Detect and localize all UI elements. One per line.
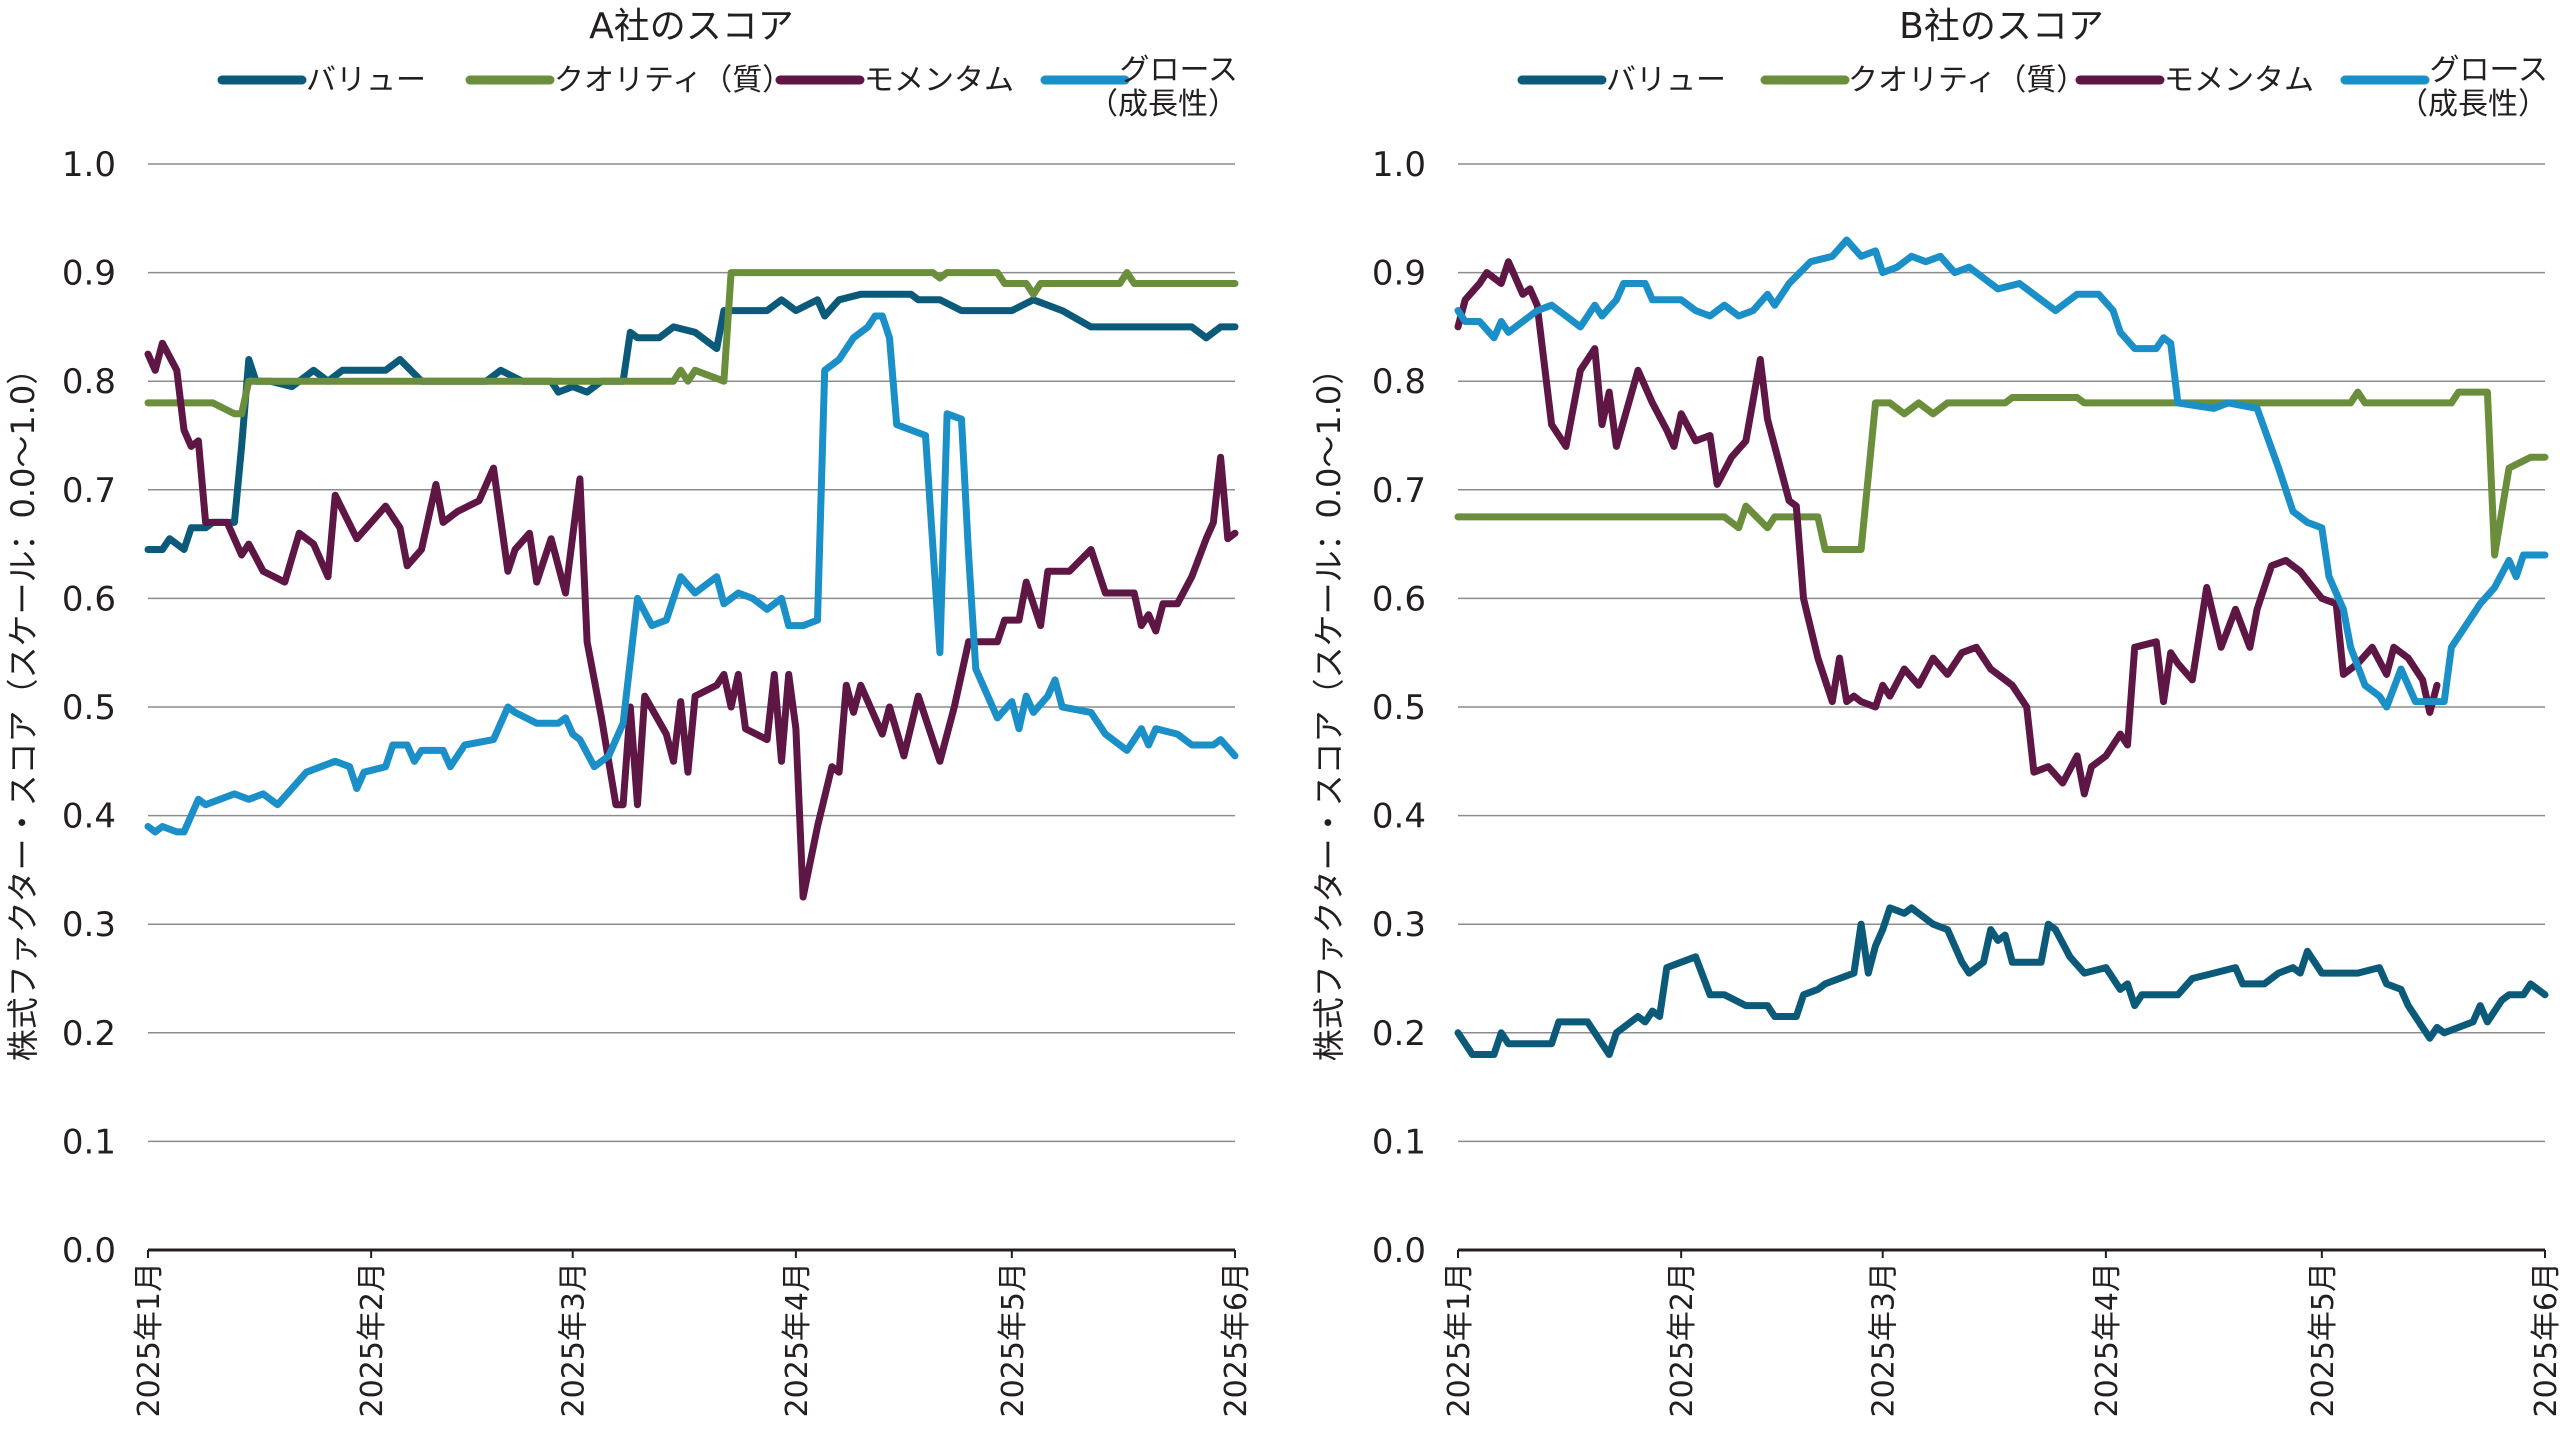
chart-title: A社のスコア — [589, 6, 794, 47]
series-line-growth — [144, 312, 1239, 836]
x-tick-label: 2025年2月 — [355, 1262, 390, 1417]
y-tick-label: 0.0 — [62, 1231, 116, 1271]
y-tick-label: 0.5 — [1372, 688, 1426, 728]
legend-item: バリュー — [1517, 63, 1726, 98]
legend-item: モメンタム — [775, 63, 1014, 98]
series-line-momentum — [144, 339, 1239, 901]
y-tick-label: 0.0 — [1372, 1231, 1426, 1271]
y-tick-label: 0.4 — [62, 797, 116, 837]
y-tick-label: 0.1 — [1372, 1122, 1426, 1162]
legend-item: バリュー — [217, 63, 426, 98]
x-tick-label: 2025年4月 — [780, 1262, 815, 1417]
legend-label: モメンタム — [864, 63, 1014, 98]
legend-label: クオリティ（質） — [554, 63, 792, 98]
x-tick-label: 2025年5月 — [996, 1262, 1031, 1417]
legend-label: グロース（成長性） — [1088, 53, 1238, 122]
chart-title: B社のスコア — [1899, 6, 2104, 47]
x-tick-label: 2025年3月 — [557, 1262, 592, 1417]
y-tick-label: 0.9 — [62, 254, 116, 294]
legend: バリュー クオリティ（質） モメンタム グロース（成長性） — [217, 53, 1238, 122]
x-tick-label: 2025年1月 — [1442, 1262, 1477, 1417]
y-tick-label: 0.2 — [1372, 1014, 1426, 1054]
x-tick-label: 2025年1月 — [132, 1262, 167, 1417]
y-tick-label: 0.7 — [62, 471, 116, 511]
y-tick-label: 0.9 — [1372, 254, 1426, 294]
x-tick-label: 2025年6月 — [2529, 1262, 2560, 1417]
legend-item: クオリティ（質） — [465, 63, 792, 98]
legend-label: モメンタム — [2164, 63, 2314, 98]
legend-label: バリュー — [306, 63, 426, 98]
y-axis-label: 株式ファクター・スコア（スケール：0.0～1.0） — [4, 353, 42, 1062]
y-tick-label: 0.1 — [62, 1122, 116, 1162]
legend: バリュー クオリティ（質） モメンタム グロース（成長性） — [1517, 53, 2548, 122]
series-line-momentum — [1454, 258, 2441, 798]
y-axis-label: 株式ファクター・スコア（スケール：0.0～1.0） — [1310, 353, 1348, 1062]
y-tick-label: 0.3 — [62, 905, 116, 945]
series-line-quality — [1454, 388, 2549, 559]
y-tick-label: 0.8 — [1372, 362, 1426, 402]
legend-label: バリュー — [1606, 63, 1726, 98]
legend-item: モメンタム — [2075, 63, 2314, 98]
legend-label: グロース（成長性） — [2398, 53, 2548, 122]
y-tick-label: 1.0 — [1372, 145, 1426, 185]
y-tick-label: 1.0 — [62, 145, 116, 185]
y-tick-label: 0.7 — [1372, 471, 1426, 511]
x-tick-label: 2025年6月 — [1219, 1262, 1254, 1417]
legend-item: クオリティ（質） — [1760, 63, 2086, 98]
y-tick-label: 0.6 — [62, 579, 116, 619]
y-tick-label: 0.8 — [62, 362, 116, 402]
series-line-value — [1454, 904, 2549, 1058]
y-tick-label: 0.4 — [1372, 797, 1426, 837]
x-tick-label: 2025年3月 — [1867, 1262, 1902, 1417]
legend-item: グロース（成長性） — [2340, 53, 2548, 122]
y-tick-label: 0.6 — [1372, 579, 1426, 619]
y-tick-label: 0.2 — [62, 1014, 116, 1054]
x-tick-label: 2025年4月 — [2090, 1262, 2125, 1417]
x-tick-label: 2025年2月 — [1665, 1262, 1700, 1417]
series-line-value — [144, 290, 1239, 553]
legend-label: クオリティ（質） — [1848, 63, 2086, 98]
y-tick-label: 0.5 — [62, 688, 116, 728]
legend-item: グロース（成長性） — [1040, 53, 1238, 122]
x-tick-label: 2025年5月 — [2306, 1262, 2341, 1417]
y-tick-label: 0.3 — [1372, 905, 1426, 945]
series-line-quality — [144, 269, 1239, 418]
series-line-growth — [1454, 236, 2549, 711]
